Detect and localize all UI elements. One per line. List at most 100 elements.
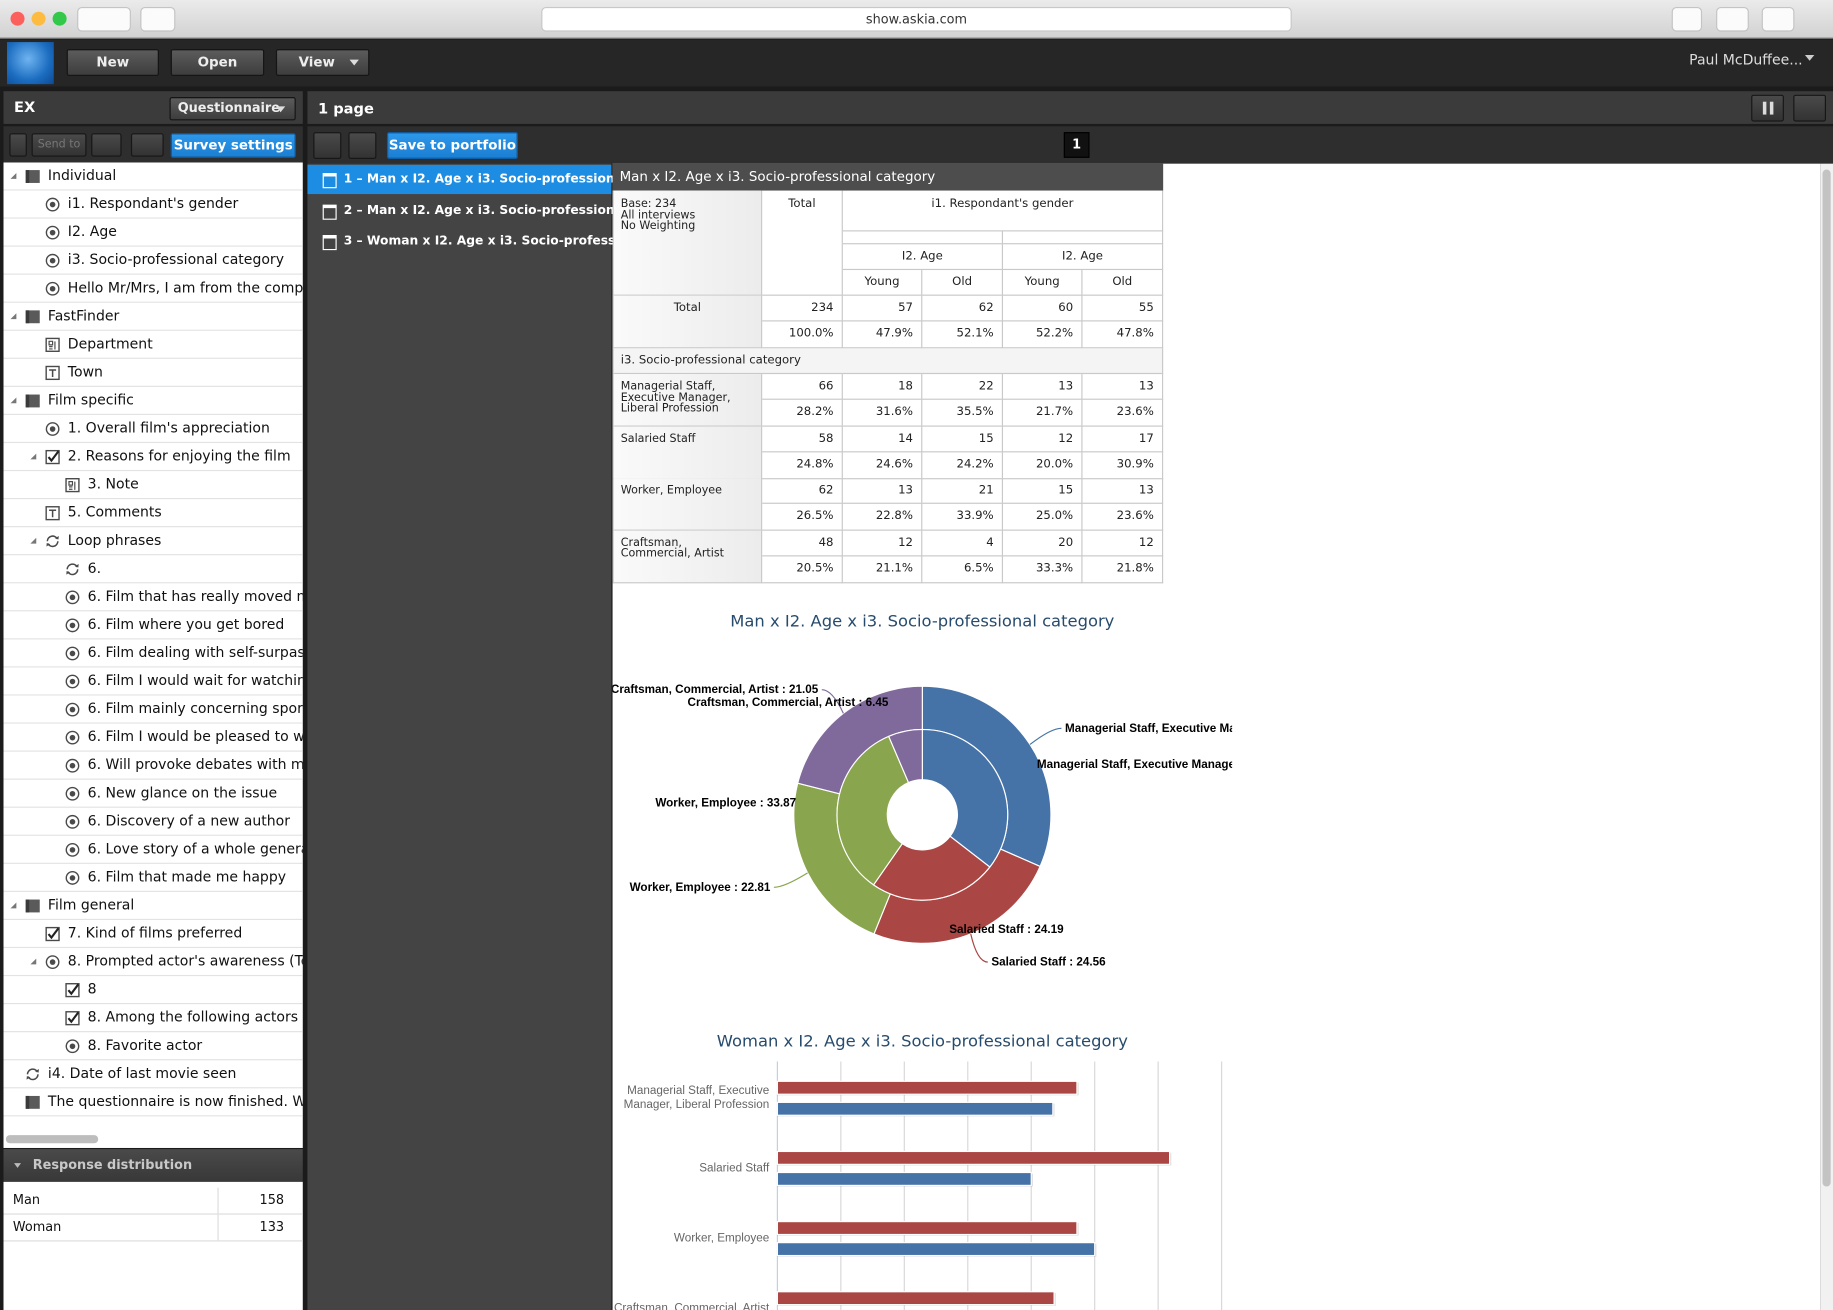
tree-row[interactable]: Loop phrases bbox=[3, 527, 303, 556]
tree-label: 6. Film mainly concerning sportsm bbox=[87, 700, 303, 717]
count-cell: 21 bbox=[922, 478, 1004, 504]
tree-row[interactable]: Individual bbox=[3, 162, 303, 191]
layout-button[interactable] bbox=[313, 132, 342, 159]
tree-row[interactable]: 7. Kind of films preferred bbox=[3, 920, 303, 949]
grid-icon bbox=[65, 478, 80, 493]
category-label: Managerial Staff, Executive Manager, Lib… bbox=[623, 1084, 770, 1112]
donut-segment bbox=[921, 728, 1009, 868]
percent-cell: 47.9% bbox=[842, 321, 923, 349]
tree-row[interactable]: 5. Comments bbox=[3, 499, 303, 528]
shape bbox=[45, 955, 60, 969]
tree-row[interactable]: 6. Will provoke debates with my fr bbox=[3, 752, 303, 780]
tree-row[interactable]: I2. Age bbox=[3, 219, 303, 247]
pause-button[interactable] bbox=[1751, 94, 1784, 122]
zoom-button[interactable] bbox=[52, 11, 67, 26]
count-cell: 48 bbox=[762, 530, 843, 556]
shape bbox=[69, 847, 76, 853]
search-button[interactable] bbox=[91, 133, 122, 157]
percent-cell: 21.1% bbox=[842, 555, 923, 583]
tree-row[interactable]: The questionnaire is now finished. We th bbox=[3, 1088, 303, 1117]
donut-segment bbox=[872, 835, 991, 901]
tree-row[interactable]: 6. Film that has really moved me bbox=[3, 583, 303, 612]
tree-row[interactable]: 6. Discovery of a new author bbox=[3, 808, 303, 836]
tree-row[interactable]: Town bbox=[3, 359, 303, 387]
downloads-button[interactable] bbox=[1761, 7, 1795, 32]
settings-button[interactable] bbox=[130, 133, 164, 157]
tree-row[interactable]: 3. Note bbox=[3, 471, 303, 500]
shape bbox=[65, 814, 80, 829]
radio-icon bbox=[65, 730, 80, 745]
radio-icon bbox=[65, 814, 80, 829]
bar-chart: Woman x I2. Age x i3. Socio-professional… bbox=[717, 1031, 1223, 1310]
tree-row[interactable]: 6. Film that made me happy bbox=[3, 864, 303, 892]
data-label: Salaried Staff : 24.56 bbox=[991, 956, 1106, 969]
tree-label: 6. Film I would be pleased to watc bbox=[87, 728, 303, 745]
category-label: Craftsman, Commercial, Artist bbox=[613, 1302, 770, 1310]
close-button[interactable] bbox=[10, 11, 25, 26]
tree-label: 6. Film I would wait for watching o bbox=[87, 672, 303, 689]
percent-cell: 52.1% bbox=[922, 321, 1004, 349]
url-field[interactable]: show.askia.com bbox=[541, 7, 1292, 32]
save-portfolio-button[interactable]: Save to portfolio bbox=[386, 132, 518, 159]
share-button[interactable] bbox=[1671, 7, 1703, 32]
new-button[interactable]: New bbox=[66, 49, 159, 76]
h-scrollbar[interactable] bbox=[5, 1135, 99, 1144]
text-icon bbox=[45, 506, 60, 521]
tree-row[interactable]: 6. Film where you get bored bbox=[3, 611, 303, 640]
minimize-button[interactable] bbox=[31, 11, 46, 26]
tree-row[interactable]: FastFinder bbox=[3, 303, 303, 331]
tree-row[interactable]: 1. Overall film's appreciation bbox=[3, 415, 303, 444]
collapse-button[interactable] bbox=[1793, 94, 1826, 122]
tree-row[interactable]: 8 bbox=[3, 976, 303, 1005]
questionnaire-dropdown[interactable]: Questionnaire bbox=[169, 97, 296, 121]
tree-row[interactable]: Hello Mr/Mrs, I am from the company bbox=[3, 275, 303, 303]
tree-row[interactable]: 6. Film dealing with self-surpassin bbox=[3, 639, 303, 668]
tree-row[interactable]: Film general bbox=[3, 892, 303, 921]
tree-row[interactable]: Department bbox=[3, 331, 303, 359]
radio-icon bbox=[65, 1039, 80, 1054]
logo[interactable] bbox=[7, 42, 54, 85]
tree-label: 6. Discovery of a new author bbox=[87, 812, 291, 829]
shape bbox=[65, 842, 80, 857]
survey-settings-button[interactable]: Survey settings bbox=[170, 133, 296, 158]
data-label: Salaried Staff : 24.19 bbox=[949, 923, 1064, 936]
tabs-button[interactable] bbox=[1716, 7, 1749, 32]
tree-label: 6. Film that made me happy bbox=[87, 868, 287, 885]
nav-buttons[interactable] bbox=[77, 7, 131, 32]
shape bbox=[65, 702, 80, 717]
tree-row[interactable]: i4. Date of last movie seen bbox=[3, 1060, 303, 1089]
tree-row[interactable]: 6. Film I would wait for watching o bbox=[3, 668, 303, 696]
tree-row[interactable]: i3. Socio-professional category bbox=[3, 247, 303, 275]
row-label: Managerial Staff, Executive Manager, Lib… bbox=[612, 374, 763, 427]
page-item[interactable]: 1 – Man x I2. Age x i3. Socio-profession… bbox=[307, 164, 645, 195]
v-scrollbar-thumb[interactable] bbox=[1822, 169, 1831, 1187]
tree-row[interactable]: 6. Love story of a whole generatio bbox=[3, 836, 303, 864]
tree-row[interactable]: 2. Reasons for enjoying the film bbox=[3, 443, 303, 472]
tree-row[interactable]: 6. Film I would be pleased to watc bbox=[3, 724, 303, 752]
tree-label: Hello Mr/Mrs, I am from the company bbox=[67, 279, 303, 296]
user-name[interactable]: Paul McDuffee... bbox=[1689, 51, 1803, 68]
tree-row[interactable]: 8. Among the following actors whi bbox=[3, 1004, 303, 1033]
shape bbox=[47, 450, 60, 463]
shape bbox=[65, 730, 80, 745]
tree-row[interactable]: 8. Prompted actor's awareness (Top o bbox=[3, 948, 303, 977]
tree-row[interactable]: 6. New glance on the issue bbox=[3, 780, 303, 808]
dropdown-arrow bbox=[349, 59, 359, 66]
page-item[interactable]: 2 – Man x I2. Age x i3. Socio-profession… bbox=[307, 196, 645, 225]
tree-row[interactable]: 8. Favorite actor bbox=[3, 1032, 303, 1061]
percent-cell: 33.9% bbox=[922, 503, 1004, 531]
expand-arrow bbox=[30, 453, 37, 460]
tree-row[interactable]: i1. Respondant's gender bbox=[3, 191, 303, 219]
page-item[interactable]: 3 – Woman x I2. Age x i3. Socio-professi… bbox=[307, 227, 651, 256]
send-to-button[interactable]: Send to bbox=[31, 133, 87, 157]
shape bbox=[69, 1043, 76, 1050]
open-button[interactable]: Open bbox=[170, 49, 265, 76]
sidebar-button[interactable] bbox=[140, 7, 176, 32]
shape bbox=[46, 535, 59, 547]
export-button[interactable] bbox=[348, 132, 377, 159]
expand-button[interactable] bbox=[9, 133, 27, 157]
tree-row[interactable]: Film specific bbox=[3, 387, 303, 415]
tree-row[interactable]: 6. bbox=[3, 555, 303, 584]
tree-row[interactable]: 6. Film mainly concerning sportsm bbox=[3, 696, 303, 724]
page-number[interactable]: 1 bbox=[1063, 132, 1090, 158]
